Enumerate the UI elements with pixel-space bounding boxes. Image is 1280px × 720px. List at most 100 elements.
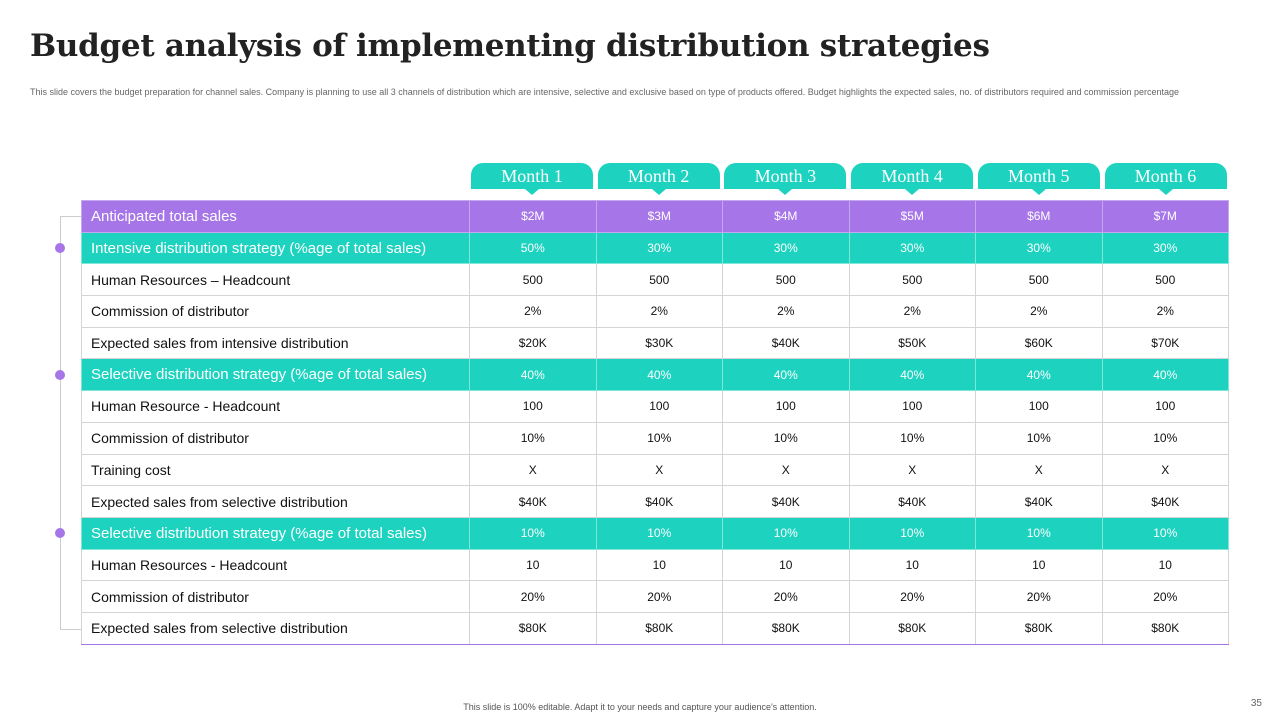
table-cell: 10	[848, 548, 976, 582]
table-cell: $40K	[848, 485, 976, 518]
table-cell: 10%	[1101, 421, 1229, 455]
month-tab: Month 5	[977, 163, 1100, 195]
table-cell: 100	[595, 390, 723, 423]
row-label: Human Resource - Headcount	[81, 390, 470, 423]
row-label: Commission of distributor	[81, 580, 470, 613]
table-cell: $80K	[1101, 611, 1229, 645]
table-cell: 40%	[1101, 358, 1229, 392]
table-cell: 500	[469, 263, 597, 297]
table-cell: X	[722, 453, 850, 487]
table-row: Expected sales from selective distributi…	[81, 611, 1229, 645]
table-cell: 30%	[722, 231, 850, 265]
table-cell: X	[469, 453, 597, 487]
table-cell: 500	[722, 263, 850, 297]
table-cell: 10%	[975, 516, 1103, 550]
table-cell: 20%	[975, 580, 1103, 613]
table-cell: 20%	[722, 580, 850, 613]
table-cell: 40%	[975, 358, 1103, 392]
table-cell: 10%	[975, 421, 1103, 455]
table-cell: 10%	[722, 516, 850, 550]
table-cell: $20K	[469, 326, 597, 360]
month-tab: Month 1	[471, 163, 593, 195]
table-cell: 100	[975, 390, 1103, 423]
table-cell: X	[975, 453, 1103, 487]
table-cell: $40K	[595, 485, 723, 518]
table-cell: $70K	[1101, 326, 1229, 360]
table-cell: 30%	[975, 231, 1103, 265]
row-label: Anticipated total sales	[81, 200, 470, 233]
timeline-dot	[55, 528, 65, 538]
table-cell: 500	[1101, 263, 1229, 297]
table-cell: $40K	[1101, 485, 1229, 518]
table-row: Commission of distributor 10% 10% 10% 10% 10%…	[81, 421, 1229, 455]
footer-note: This slide is 100% editable. Adapt it to…	[463, 702, 817, 712]
table-cell: 500	[595, 263, 723, 297]
slide-description: This slide covers the budget preparation…	[30, 87, 1180, 97]
table-row: Selective distribution strategy (%age of…	[81, 516, 1229, 550]
table-cell: $60K	[975, 326, 1103, 360]
table-row: Selective distribution strategy (%age of…	[81, 358, 1229, 392]
month-tab: Month 4	[851, 163, 974, 195]
table-cell: 2%	[595, 295, 723, 328]
table-cell: 2%	[848, 295, 976, 328]
table-row: Intensive distribution strategy (%age of…	[81, 231, 1229, 265]
month-tab: Month 6	[1104, 163, 1227, 195]
month-tab: Month 3	[724, 163, 847, 195]
table-row: Anticipated total sales $2M $3M $4M $5M $6M $7…	[81, 200, 1229, 233]
table-cell: $2M	[469, 200, 597, 233]
table-cell: 40%	[595, 358, 723, 392]
table-cell: $7M	[1101, 200, 1229, 233]
table-cell: X	[595, 453, 723, 487]
table-row: Human Resources – Headcount 500 500 500 500 5…	[81, 263, 1229, 297]
table-cell: X	[1101, 453, 1229, 487]
table-row: Human Resource - Headcount 100 100 100 100 10…	[81, 390, 1229, 423]
table-cell: 10	[469, 548, 597, 582]
table-cell: $30K	[595, 326, 723, 360]
table-row: Commission of distributor 20% 20% 20% 20% 20%…	[81, 580, 1229, 613]
table-row: Human Resources - Headcount 10 10 10 10 10 10	[81, 548, 1229, 582]
table-cell: X	[848, 453, 976, 487]
table-cell: $6M	[975, 200, 1103, 233]
table-cell: $40K	[975, 485, 1103, 518]
row-label: Expected sales from intensive distributi…	[81, 326, 470, 360]
table-row: Commission of distributor 2% 2% 2% 2% 2% 2%	[81, 295, 1229, 328]
table-cell: 100	[469, 390, 597, 423]
table-cell: 10	[1101, 548, 1229, 582]
table-cell: 10	[975, 548, 1103, 582]
budget-table: Anticipated total sales $2M $3M $4M $5M $6M $7…	[81, 200, 1229, 645]
table-cell: 2%	[722, 295, 850, 328]
table-cell: 100	[848, 390, 976, 423]
table-cell: 10%	[595, 516, 723, 550]
table-cell: $40K	[469, 485, 597, 518]
table-row: Expected sales from selective distributi…	[81, 485, 1229, 518]
row-label: Intensive distribution strategy (%age of…	[81, 231, 470, 265]
row-label: Expected sales from selective distributi…	[81, 611, 470, 645]
table-cell: 20%	[1101, 580, 1229, 613]
table-cell: 100	[722, 390, 850, 423]
table-cell: 10%	[722, 421, 850, 455]
row-label: Human Resources - Headcount	[81, 548, 470, 582]
table-cell: $40K	[722, 326, 850, 360]
table-cell: $80K	[722, 611, 850, 645]
table-cell: 2%	[975, 295, 1103, 328]
table-cell: 20%	[595, 580, 723, 613]
table-cell: $50K	[848, 326, 976, 360]
row-label: Selective distribution strategy (%age of…	[81, 358, 470, 392]
timeline-dot	[55, 370, 65, 380]
table-cell: 40%	[722, 358, 850, 392]
table-cell: 500	[848, 263, 976, 297]
table-cell: 10%	[848, 516, 976, 550]
table-cell: 500	[975, 263, 1103, 297]
table-cell: 20%	[848, 580, 976, 613]
row-label: Human Resources – Headcount	[81, 263, 470, 297]
table-cell: 30%	[1101, 231, 1229, 265]
table-cell: 2%	[469, 295, 597, 328]
page-number: 35	[1250, 698, 1262, 709]
table-cell: $80K	[975, 611, 1103, 645]
table-cell: $80K	[595, 611, 723, 645]
row-label: Commission of distributor	[81, 295, 470, 328]
slide-title: Budget analysis of implementing distribu…	[30, 28, 990, 64]
table-cell: $5M	[848, 200, 976, 233]
table-cell: $40K	[722, 485, 850, 518]
table-row: Training cost X X X X X X	[81, 453, 1229, 487]
